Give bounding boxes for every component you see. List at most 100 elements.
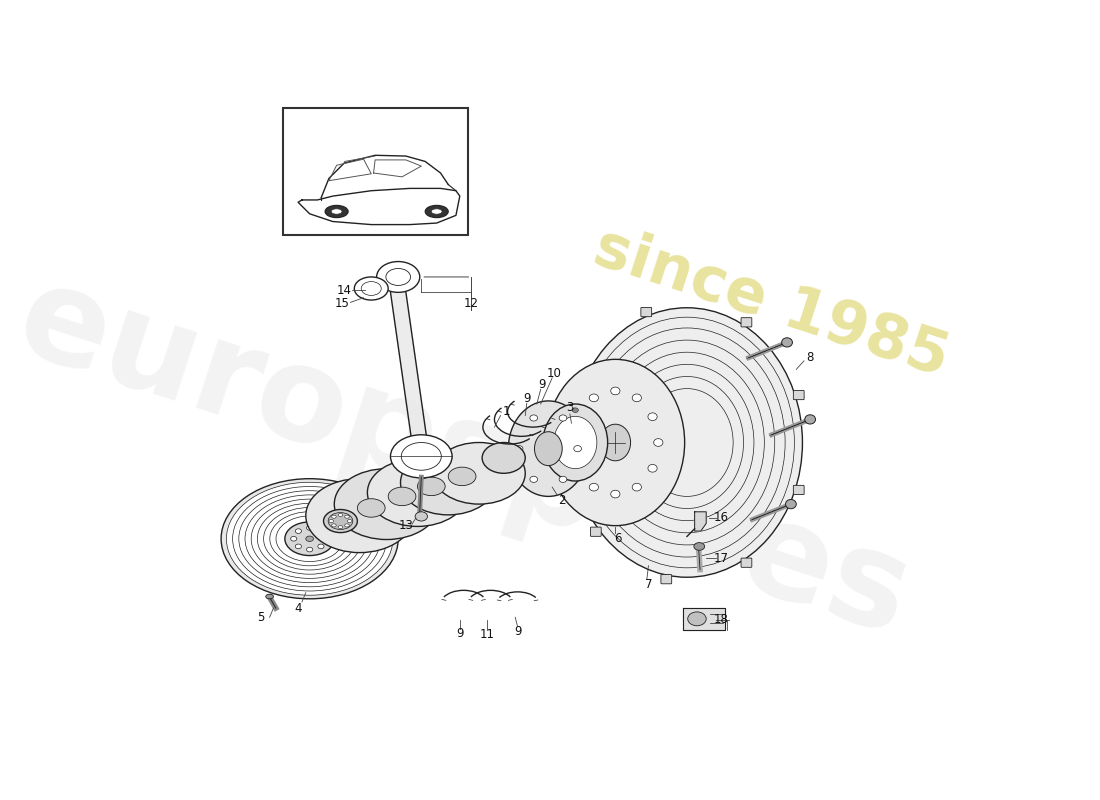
- Ellipse shape: [361, 282, 382, 295]
- Ellipse shape: [306, 478, 414, 553]
- Ellipse shape: [334, 469, 439, 539]
- Ellipse shape: [354, 277, 388, 300]
- Text: since 1985: since 1985: [586, 218, 957, 389]
- Ellipse shape: [328, 513, 353, 530]
- Polygon shape: [683, 608, 726, 630]
- Ellipse shape: [553, 416, 597, 469]
- FancyBboxPatch shape: [661, 574, 672, 584]
- Ellipse shape: [601, 424, 630, 461]
- Ellipse shape: [648, 413, 657, 421]
- FancyBboxPatch shape: [283, 107, 468, 234]
- FancyBboxPatch shape: [741, 558, 751, 567]
- Ellipse shape: [232, 486, 387, 591]
- Ellipse shape: [331, 209, 342, 214]
- Ellipse shape: [245, 495, 374, 582]
- Ellipse shape: [338, 526, 343, 529]
- Ellipse shape: [386, 269, 410, 286]
- Text: 2: 2: [558, 494, 565, 506]
- Ellipse shape: [449, 467, 476, 486]
- Ellipse shape: [530, 476, 538, 482]
- Polygon shape: [390, 292, 429, 454]
- Ellipse shape: [318, 544, 324, 549]
- Text: 6: 6: [614, 532, 622, 546]
- Ellipse shape: [376, 262, 420, 292]
- Ellipse shape: [530, 415, 538, 421]
- Ellipse shape: [307, 526, 312, 530]
- Ellipse shape: [572, 308, 803, 578]
- Ellipse shape: [400, 450, 496, 515]
- Ellipse shape: [367, 458, 468, 526]
- Ellipse shape: [610, 387, 620, 394]
- Ellipse shape: [344, 524, 350, 527]
- Ellipse shape: [574, 446, 582, 452]
- Ellipse shape: [295, 544, 301, 549]
- FancyBboxPatch shape: [570, 390, 581, 400]
- Ellipse shape: [418, 477, 446, 496]
- Text: 9: 9: [538, 378, 546, 391]
- Ellipse shape: [648, 465, 657, 472]
- Ellipse shape: [573, 465, 583, 472]
- Ellipse shape: [415, 512, 428, 521]
- Text: 8: 8: [806, 351, 814, 364]
- Ellipse shape: [546, 359, 684, 526]
- Ellipse shape: [694, 542, 705, 550]
- Ellipse shape: [251, 499, 368, 578]
- Ellipse shape: [805, 414, 815, 424]
- Ellipse shape: [543, 404, 607, 481]
- Ellipse shape: [508, 401, 588, 496]
- Text: 9: 9: [514, 625, 521, 638]
- Text: 16: 16: [714, 511, 729, 525]
- FancyBboxPatch shape: [741, 318, 751, 327]
- FancyBboxPatch shape: [641, 307, 651, 317]
- Text: 17: 17: [714, 551, 729, 565]
- Ellipse shape: [572, 408, 579, 413]
- Ellipse shape: [590, 483, 598, 491]
- FancyBboxPatch shape: [591, 527, 602, 536]
- Ellipse shape: [323, 510, 358, 533]
- Ellipse shape: [433, 442, 526, 504]
- Ellipse shape: [295, 529, 301, 534]
- Text: 15: 15: [334, 298, 350, 310]
- Ellipse shape: [515, 446, 522, 452]
- Ellipse shape: [306, 536, 313, 542]
- Ellipse shape: [227, 482, 393, 595]
- Text: 7: 7: [645, 578, 652, 591]
- Text: 3: 3: [566, 402, 573, 414]
- Ellipse shape: [318, 529, 324, 534]
- Ellipse shape: [688, 612, 706, 626]
- Ellipse shape: [276, 516, 343, 562]
- Ellipse shape: [390, 435, 452, 478]
- Ellipse shape: [266, 594, 274, 599]
- Ellipse shape: [425, 206, 449, 218]
- Ellipse shape: [270, 512, 350, 566]
- Ellipse shape: [344, 515, 350, 518]
- Ellipse shape: [482, 442, 526, 474]
- Ellipse shape: [568, 438, 578, 446]
- Ellipse shape: [290, 537, 297, 541]
- Ellipse shape: [329, 519, 333, 522]
- Text: 11: 11: [480, 629, 494, 642]
- Ellipse shape: [559, 476, 566, 482]
- Ellipse shape: [559, 415, 566, 421]
- FancyBboxPatch shape: [793, 390, 804, 400]
- Text: 9: 9: [522, 392, 530, 405]
- Ellipse shape: [535, 432, 562, 466]
- Ellipse shape: [573, 413, 583, 421]
- Ellipse shape: [632, 394, 641, 402]
- Ellipse shape: [348, 519, 352, 522]
- Ellipse shape: [264, 507, 355, 570]
- Ellipse shape: [326, 206, 348, 218]
- Text: 5: 5: [256, 610, 264, 624]
- Ellipse shape: [331, 524, 337, 527]
- Ellipse shape: [653, 438, 663, 446]
- Ellipse shape: [358, 498, 385, 517]
- Ellipse shape: [782, 338, 792, 347]
- Text: 13: 13: [398, 519, 414, 532]
- Ellipse shape: [431, 209, 442, 214]
- Ellipse shape: [257, 503, 362, 574]
- Text: 14: 14: [337, 283, 352, 297]
- Ellipse shape: [402, 442, 441, 470]
- Text: europspares: europspares: [2, 254, 925, 662]
- Text: 12: 12: [464, 298, 478, 310]
- Ellipse shape: [610, 490, 620, 498]
